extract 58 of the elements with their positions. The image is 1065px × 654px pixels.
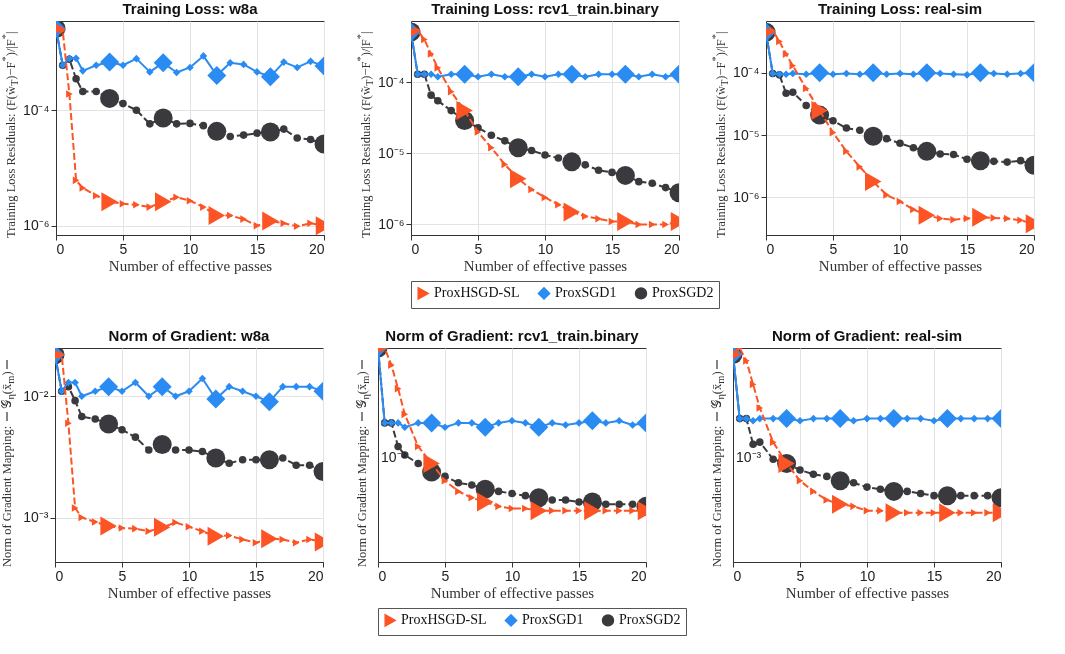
chart-title: Norm of Gradient: w8a [108, 327, 271, 344]
y-tick-label: 10⁻³ [23, 509, 49, 526]
x-tick-label: 5 [796, 567, 805, 584]
legend-label: ProxHSGD-SL [401, 612, 487, 628]
chart-title: Training Loss: w8a [122, 0, 259, 17]
y-tick-label: 10⁻⁶ [23, 217, 50, 234]
x-tick-label: 5 [119, 240, 128, 257]
y-tick-label: 10⁻⁵ [378, 144, 405, 161]
x-axis-title: Number of effective passes [430, 584, 595, 601]
x-tick-label: 20 [985, 567, 1002, 584]
x-tick-label: 10 [182, 240, 199, 257]
legend-label: ProxSGD1 [555, 285, 617, 301]
x-tick-label: 15 [959, 240, 976, 257]
y-tick-label: 10⁻⁶ [378, 215, 405, 232]
y-tick-label: 10⁻⁴ [22, 101, 50, 118]
x-axis-title: Number of effective passes [107, 584, 272, 601]
x-tick-label: 10 [181, 567, 198, 584]
legend-label: ProxHSGD-SL [434, 285, 520, 301]
x-tick-label: 5 [474, 240, 483, 257]
x-tick-label: 10 [859, 567, 876, 584]
x-tick-label: 15 [249, 240, 266, 257]
x-tick-label: 5 [829, 240, 838, 257]
y-tick-label: 10⁻⁴ [377, 73, 405, 90]
x-tick-label: 15 [571, 567, 588, 584]
x-tick-label: 20 [1018, 240, 1035, 257]
x-tick-label: 0 [411, 240, 420, 257]
x-tick-label: 20 [630, 567, 647, 584]
x-tick-label: 10 [504, 567, 521, 584]
x-tick-label: 20 [307, 567, 324, 584]
x-tick-label: 5 [441, 567, 450, 584]
x-tick-label: 0 [56, 240, 65, 257]
chart-title: Training Loss: rcv1_train.binary [431, 0, 660, 17]
x-tick-label: 15 [248, 567, 265, 584]
y-tick-label: 10⁻⁵ [733, 126, 760, 143]
x-tick-label: 0 [55, 567, 64, 584]
x-tick-label: 0 [378, 567, 387, 584]
chart-title: Norm of Gradient: real-sim [771, 327, 963, 344]
legend-label: ProxSGD1 [522, 612, 584, 628]
y-tick-label: 10⁻⁶ [733, 188, 760, 205]
x-tick-label: 15 [604, 240, 621, 257]
x-axis-title: Number of effective passes [108, 257, 273, 274]
x-tick-label: 0 [733, 567, 742, 584]
x-tick-label: 10 [537, 240, 554, 257]
y-tick-label: 10⁻⁴ [732, 64, 760, 81]
x-tick-label: 15 [926, 567, 943, 584]
chart-title: Training Loss: real-sim [817, 0, 983, 17]
chart-title: Norm of Gradient: rcv1_train.binary [385, 327, 640, 344]
x-axis-title: Number of effective passes [818, 257, 983, 274]
x-tick-label: 5 [118, 567, 127, 584]
legend-label: ProxSGD2 [652, 285, 714, 301]
legend-label: ProxSGD2 [619, 612, 681, 628]
x-axis-title: Number of effective passes [785, 584, 950, 601]
x-tick-label: 20 [663, 240, 680, 257]
y-tick-label: 10⁻² [23, 387, 49, 404]
x-axis-title: Number of effective passes [463, 257, 628, 274]
x-tick-label: 0 [766, 240, 775, 257]
x-tick-label: 10 [892, 240, 909, 257]
x-tick-label: 20 [308, 240, 325, 257]
